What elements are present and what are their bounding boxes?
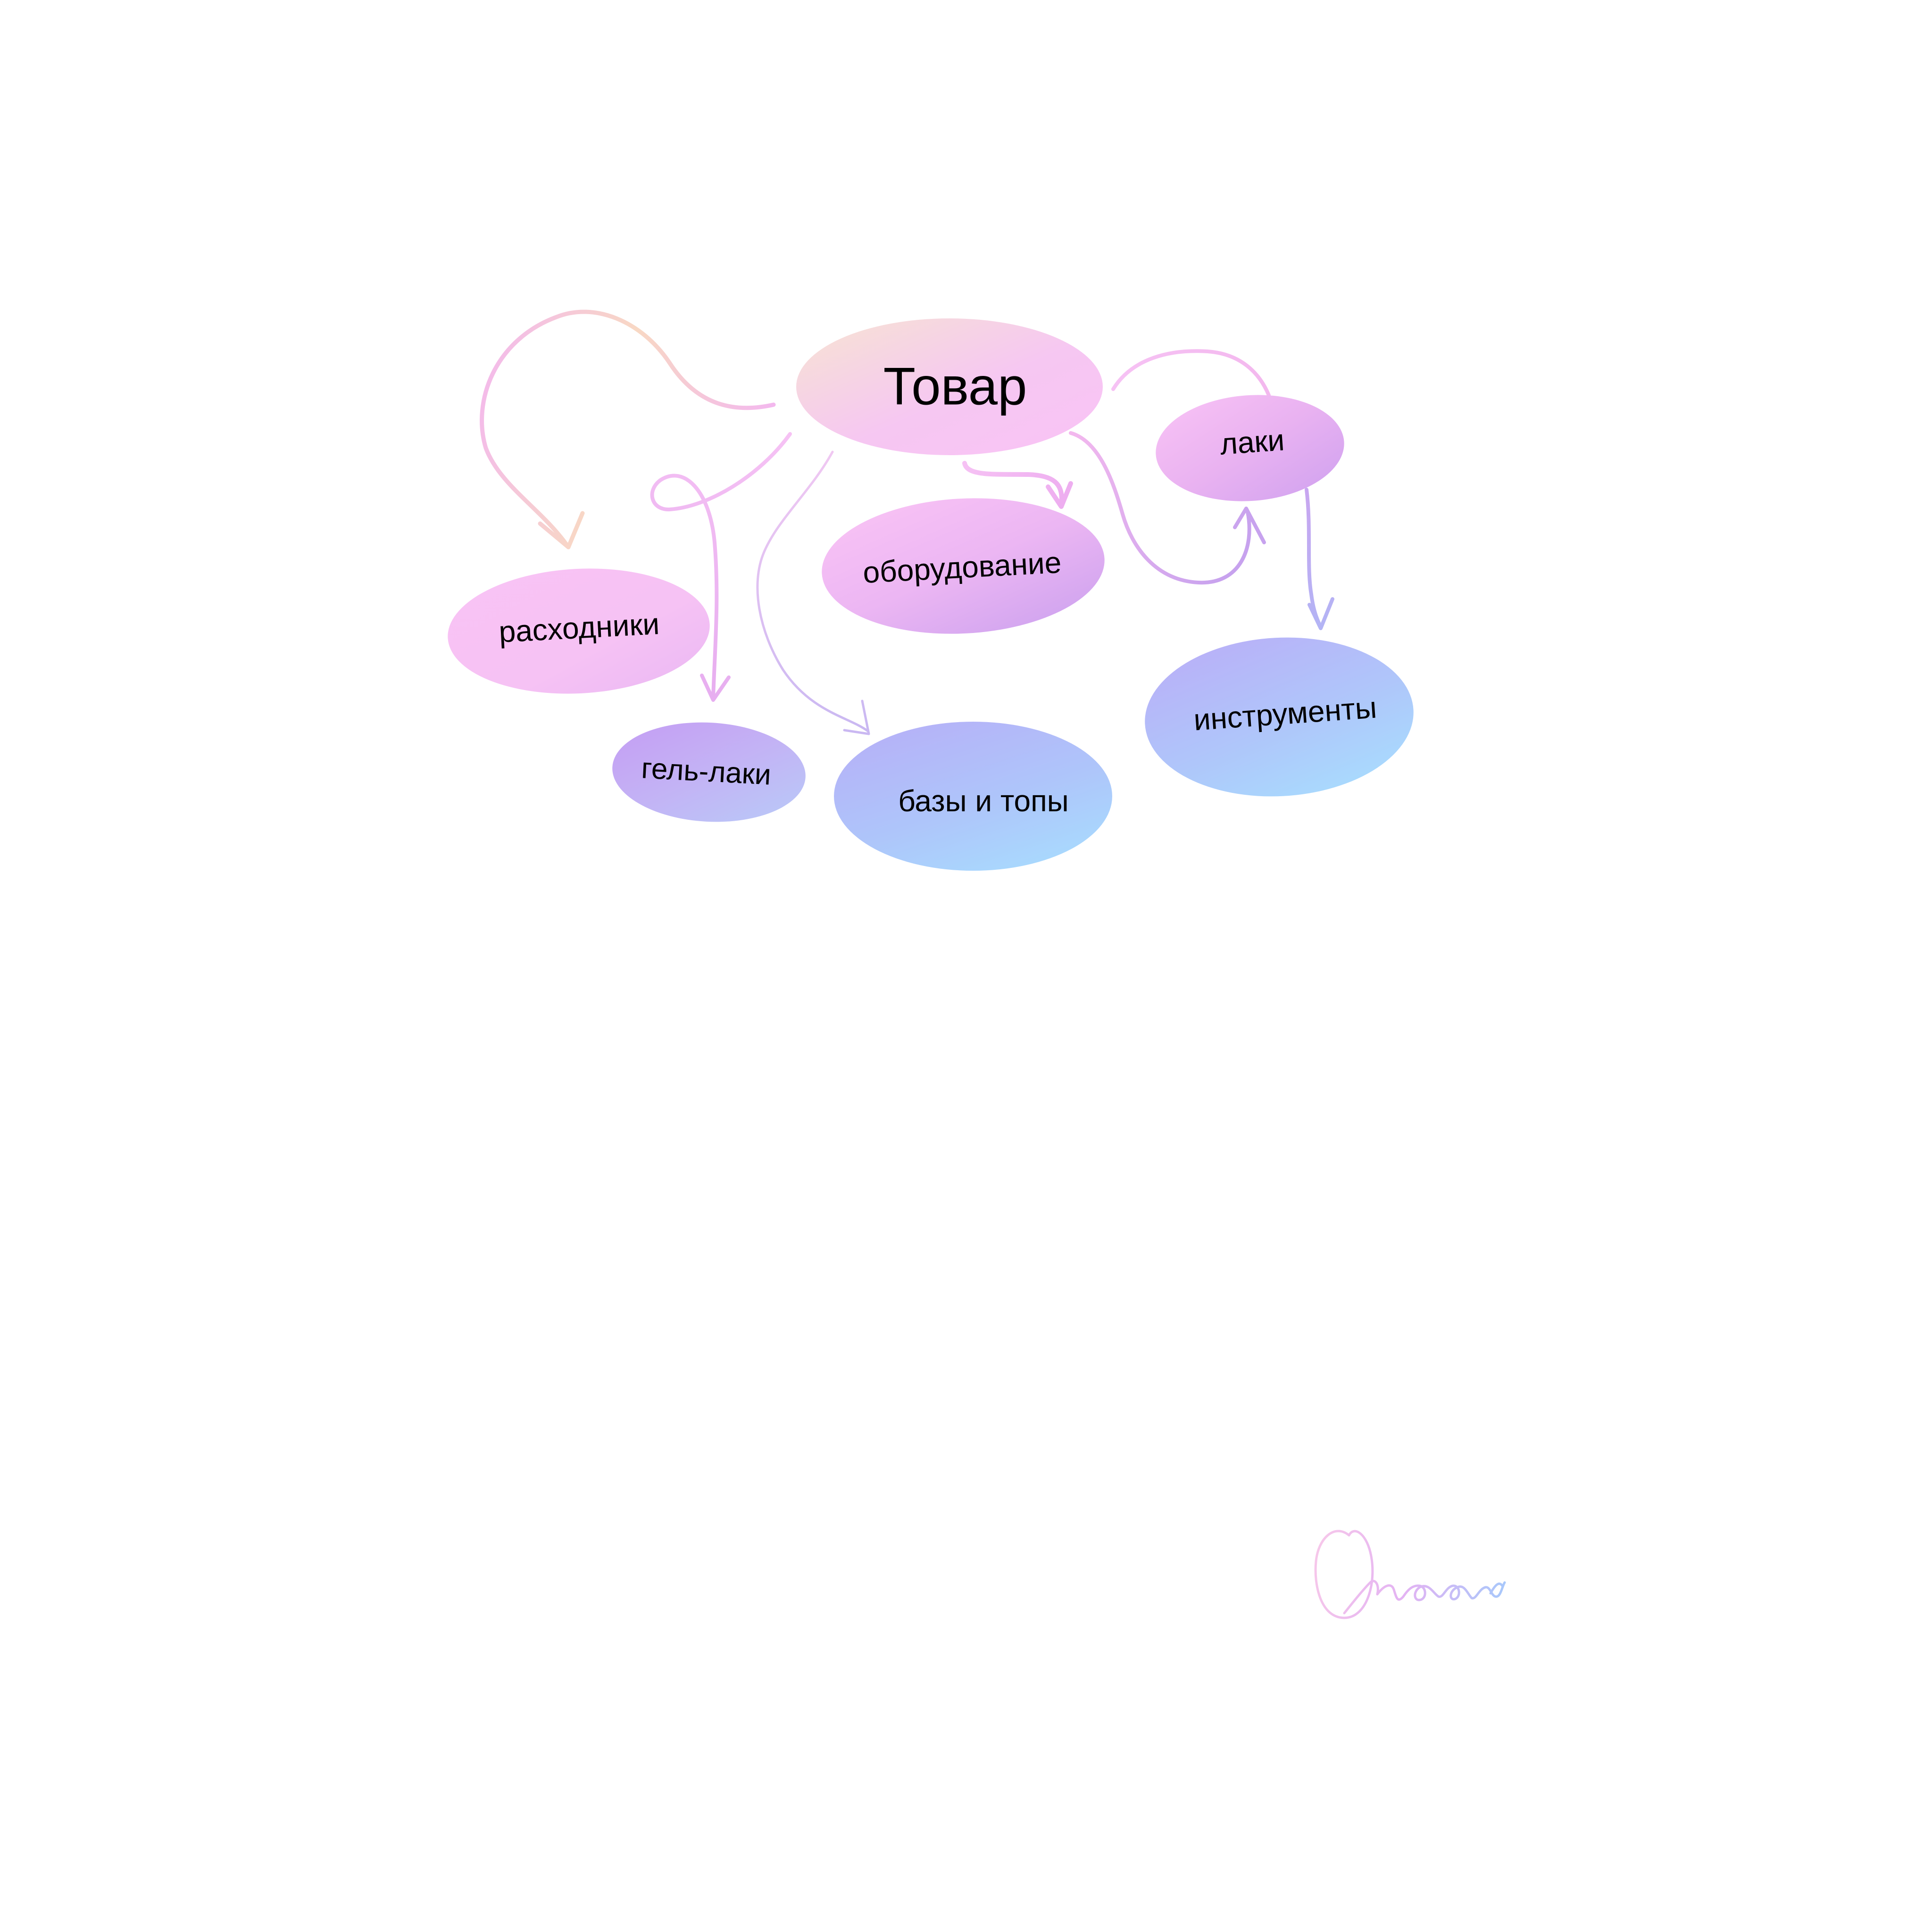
node-bases-tops: базы и топы	[834, 722, 1112, 871]
node-consumables-bubble	[448, 568, 710, 694]
node-root-label: Товар	[883, 357, 1027, 416]
node-root-bubble	[796, 318, 1103, 455]
node-bases-tops-bubble	[834, 722, 1112, 871]
node-lacquers-label: лаки	[1219, 423, 1285, 461]
node-equipment: оборудование	[822, 498, 1105, 634]
arrow-root-to-bases-tops	[756, 450, 870, 735]
node-consumables-label: расходники	[498, 607, 660, 649]
node-lacquers-bubble	[1156, 395, 1344, 501]
node-root: Товар	[796, 318, 1103, 455]
arrow-root-to-gel-polish	[650, 432, 792, 702]
node-lacquers: лаки	[1156, 395, 1344, 501]
signature	[1314, 1530, 1506, 1619]
node-consumables: расходники	[448, 568, 710, 694]
node-gel-polish-bubble	[612, 722, 806, 822]
arrow-lacquers-to-tools	[1305, 488, 1334, 630]
arrow-root-to-equipment	[962, 461, 1073, 509]
arrow-root-to-lacquers	[1069, 431, 1266, 585]
node-bases-tops-label: базы и топы	[898, 784, 1069, 818]
arrow-root-to-lacquers-top	[1111, 349, 1271, 397]
node-gel-polish: гель-лаки	[612, 722, 806, 822]
node-equipment-bubble	[822, 498, 1105, 634]
node-gel-polish-label: гель-лаки	[641, 752, 772, 791]
arrow-root-to-consumables	[480, 309, 776, 550]
node-tools-bubble	[1145, 637, 1414, 797]
node-tools: инструменты	[1145, 637, 1414, 797]
